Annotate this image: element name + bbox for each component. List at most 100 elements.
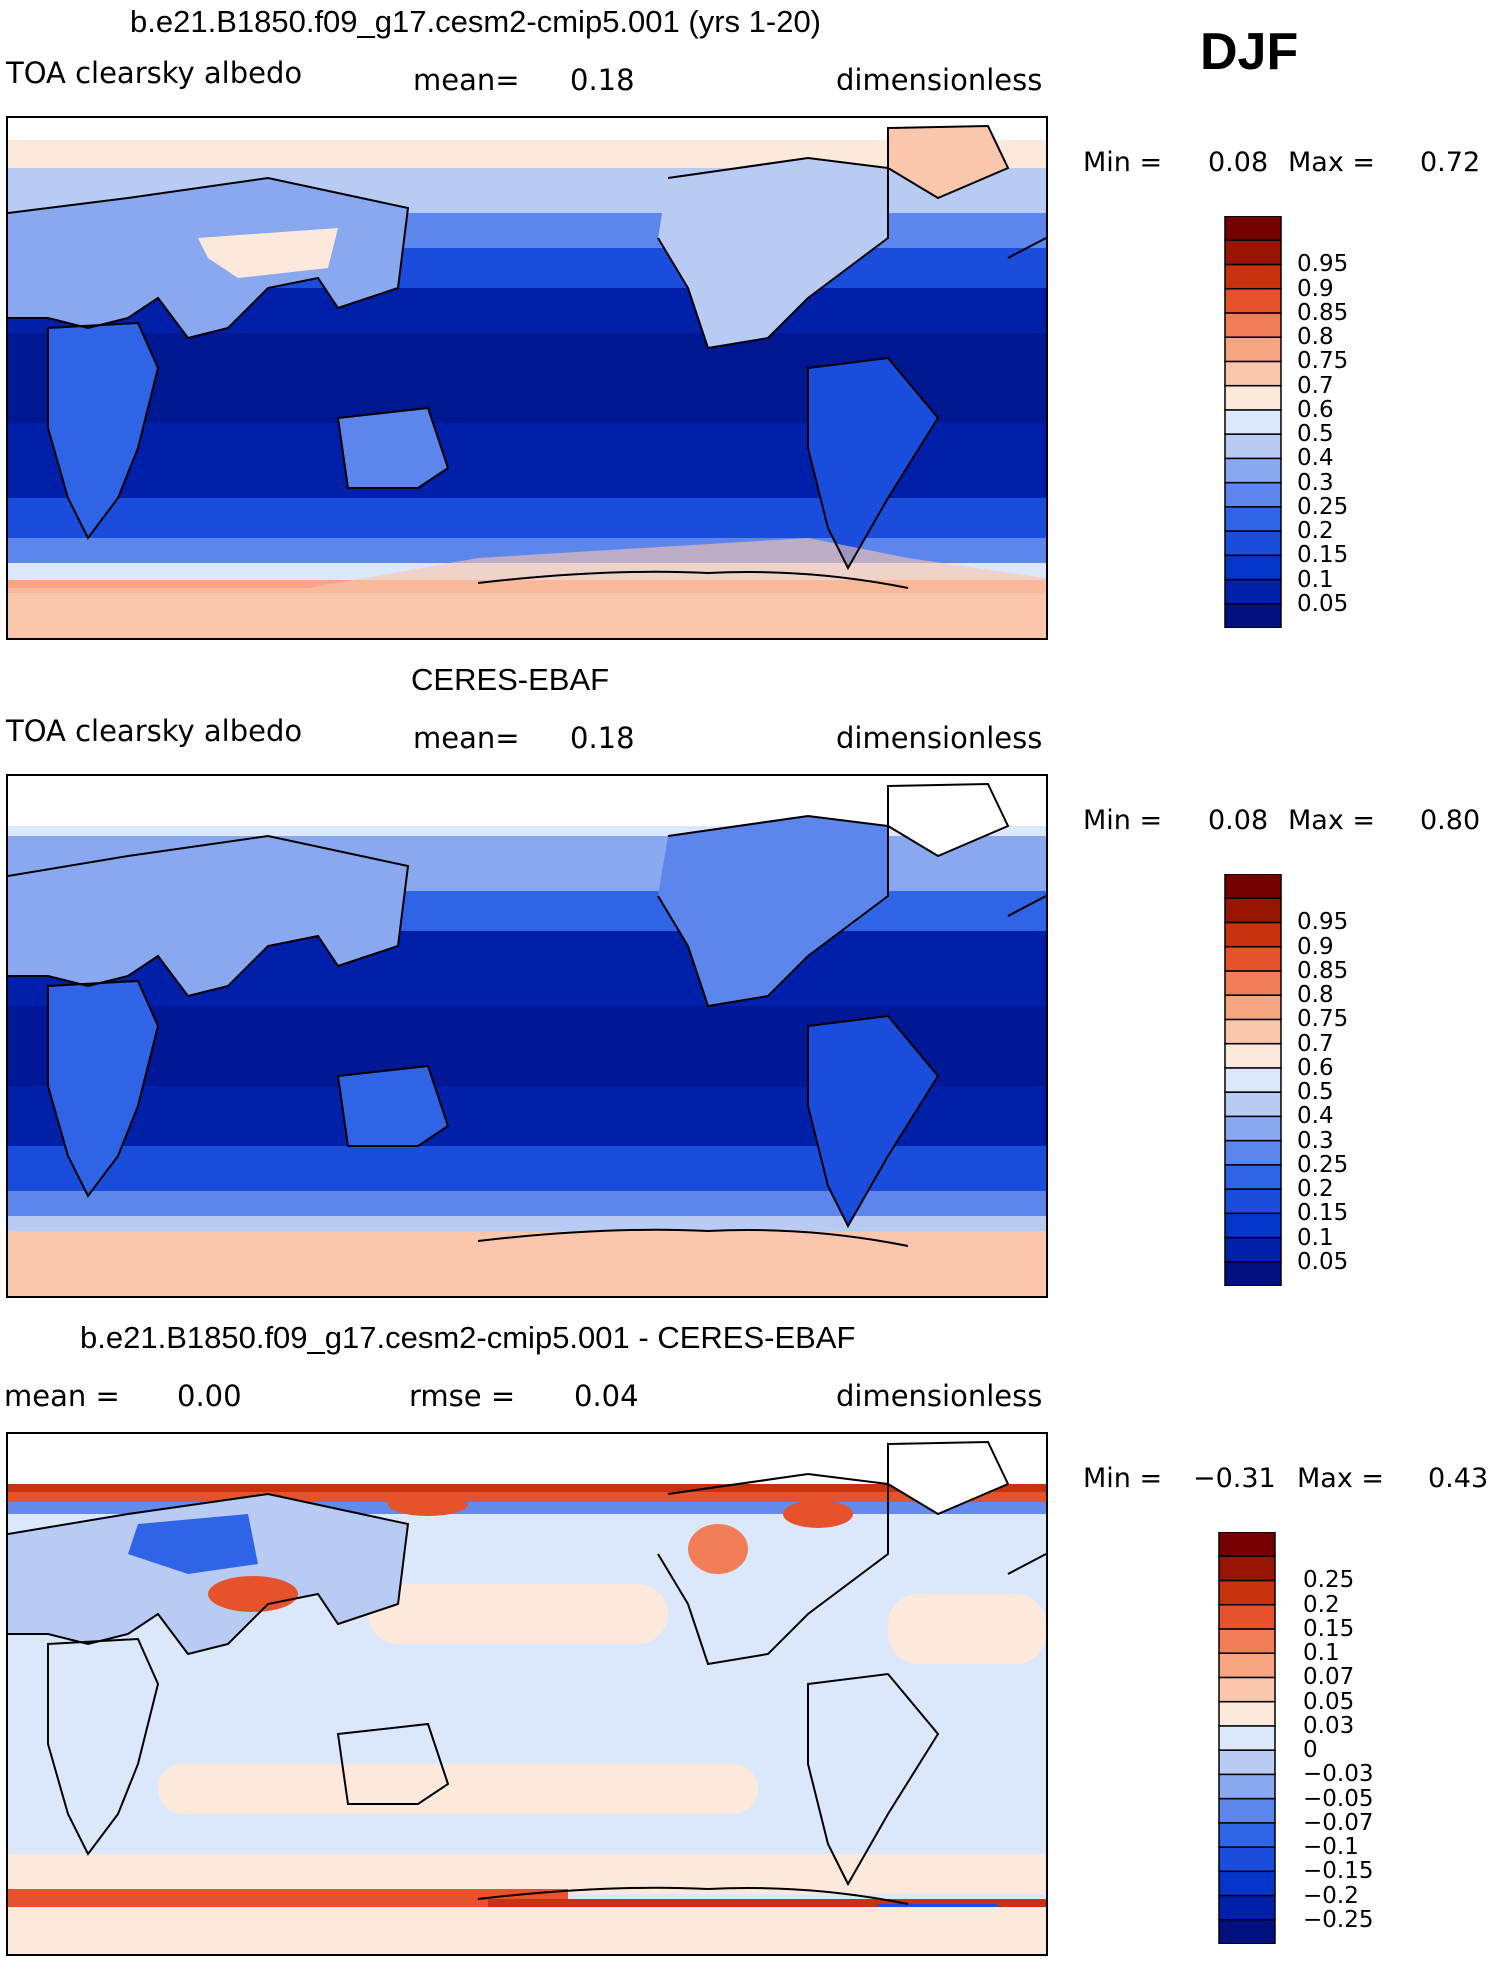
panel3-min-value: −0.31 xyxy=(1193,1463,1276,1494)
panel3-colorbar-swatches xyxy=(1218,1532,1276,1944)
colorbar-swatch xyxy=(1218,1822,1276,1848)
colorbar-level-label: −0.07 xyxy=(1303,1809,1374,1836)
colorbar-swatch xyxy=(1218,1676,1276,1703)
panel3-colorbar xyxy=(1218,1532,1276,1944)
colorbar-swatch xyxy=(1224,1188,1282,1215)
colorbar-level-label: 0.07 xyxy=(1303,1664,1355,1691)
panel1-mean-value: 0.18 xyxy=(570,63,635,97)
panel3-max-label: Max = xyxy=(1297,1463,1385,1494)
panel1-max-label: Max = xyxy=(1288,147,1376,178)
colorbar-swatch xyxy=(1224,1067,1282,1093)
colorbar-swatch xyxy=(1224,1236,1282,1263)
colorbar-swatch xyxy=(1224,897,1282,924)
colorbar-swatch xyxy=(1224,1042,1282,1069)
colorbar-level-label: 0.9 xyxy=(1297,275,1334,302)
colorbar-swatch xyxy=(1224,216,1282,241)
colorbar-swatch xyxy=(1224,1018,1282,1045)
colorbar-level-label: 0.8 xyxy=(1297,982,1334,1009)
colorbar-swatch xyxy=(1224,1212,1282,1239)
colorbar-level-label: 0.2 xyxy=(1303,1591,1340,1618)
colorbar-swatch xyxy=(1224,384,1282,411)
colorbar-level-label: 0.1 xyxy=(1297,566,1334,593)
colorbar-level-label: 0.25 xyxy=(1297,1151,1349,1178)
colorbar-level-label: 0.6 xyxy=(1297,1054,1334,1081)
panel1-variable: TOA clearsky albedo xyxy=(6,56,303,90)
colorbar-swatch xyxy=(1218,1652,1276,1679)
colorbar-swatch xyxy=(1218,1894,1276,1921)
colorbar-swatch xyxy=(1224,874,1282,899)
colorbar-swatch xyxy=(1224,409,1282,435)
colorbar-swatch xyxy=(1218,1555,1276,1582)
colorbar-level-label: −0.25 xyxy=(1303,1906,1374,1933)
colorbar-level-label: −0.2 xyxy=(1303,1882,1359,1909)
panel3-rmse-label: rmse = xyxy=(409,1379,516,1413)
panel2-variable: TOA clearsky albedo xyxy=(6,714,303,748)
colorbar-swatch xyxy=(1224,1261,1282,1286)
colorbar-swatch xyxy=(1218,1579,1276,1606)
colorbar-swatch xyxy=(1224,336,1282,363)
colorbar-swatch xyxy=(1224,603,1282,628)
panel1-title: b.e21.B1850.f09_g17.cesm2-cmip5.001 (yrs… xyxy=(130,4,822,39)
panel1-min-label: Min = xyxy=(1083,147,1163,178)
panel2-mean-label: mean= xyxy=(413,721,520,755)
colorbar-swatch xyxy=(1224,970,1282,996)
colorbar-level-label: 0.85 xyxy=(1297,299,1349,326)
panel2-mean-value: 0.18 xyxy=(570,721,635,755)
colorbar-swatch xyxy=(1218,1628,1276,1654)
colorbar-level-label: 0.95 xyxy=(1297,251,1349,278)
colorbar-swatch xyxy=(1224,945,1282,972)
panel2-max-label: Max = xyxy=(1288,805,1376,836)
colorbar-level-label: 0.05 xyxy=(1297,1248,1349,1275)
panel3-units: dimensionless xyxy=(836,1379,1043,1413)
colorbar-level-label: 0.2 xyxy=(1297,518,1334,545)
panel1-colorbar-swatches xyxy=(1224,216,1282,628)
colorbar-swatch xyxy=(1218,1725,1276,1751)
panel2-units: dimensionless xyxy=(836,721,1043,755)
difference-map xyxy=(7,1434,1047,1954)
panel2-min-label: Min = xyxy=(1083,805,1163,836)
model-map xyxy=(7,118,1047,638)
colorbar-level-label: 0.05 xyxy=(1303,1688,1355,1715)
colorbar-level-label: 0.05 xyxy=(1297,590,1349,617)
panel2-max-value: 0.80 xyxy=(1420,805,1481,836)
colorbar-swatch xyxy=(1218,1749,1276,1776)
colorbar-level-label: 0.85 xyxy=(1297,957,1349,984)
colorbar-level-label: 0.1 xyxy=(1303,1640,1340,1667)
colorbar-level-label: 0.75 xyxy=(1297,1006,1349,1033)
panel2-min-value: 0.08 xyxy=(1208,805,1269,836)
colorbar-swatch xyxy=(1224,921,1282,948)
colorbar-swatch xyxy=(1224,457,1282,484)
colorbar-level-label: 0.5 xyxy=(1297,1079,1334,1106)
colorbar-level-label: 0.5 xyxy=(1297,421,1334,448)
colorbar-swatch xyxy=(1224,1164,1282,1190)
panel3-title: b.e21.B1850.f09_g17.cesm2-cmip5.001 - CE… xyxy=(80,1320,856,1355)
panel1-mean-label: mean= xyxy=(413,63,520,97)
colorbar-level-label: 0.03 xyxy=(1303,1712,1355,1739)
colorbar-level-label: −0.15 xyxy=(1303,1858,1374,1885)
colorbar-level-label: 0.2 xyxy=(1297,1176,1334,1203)
colorbar-swatch xyxy=(1218,1797,1276,1824)
colorbar-level-label: 0.4 xyxy=(1297,445,1334,472)
colorbar-swatch xyxy=(1224,312,1282,338)
colorbar-level-label: 0 xyxy=(1303,1737,1318,1764)
colorbar-swatch xyxy=(1224,481,1282,508)
colorbar-swatch xyxy=(1224,530,1282,557)
season-label: DJF xyxy=(1200,23,1299,81)
colorbar-swatch xyxy=(1224,360,1282,387)
colorbar-level-label: 0.4 xyxy=(1297,1103,1334,1130)
colorbar-swatch xyxy=(1224,263,1282,290)
panel2-title: CERES-EBAF xyxy=(411,662,610,697)
colorbar-swatch xyxy=(1224,1091,1282,1118)
panel3-rmse-value: 0.04 xyxy=(574,1379,639,1413)
panel2-colorbar xyxy=(1224,874,1282,1286)
colorbar-level-label: 0.9 xyxy=(1297,933,1334,960)
colorbar-swatch xyxy=(1218,1700,1276,1727)
colorbar-swatch xyxy=(1224,239,1282,266)
colorbar-swatch xyxy=(1224,1139,1282,1166)
panel3-mean-label: mean = xyxy=(4,1379,120,1413)
panel1-max-value: 0.72 xyxy=(1420,147,1481,178)
colorbar-level-label: −0.03 xyxy=(1303,1761,1374,1788)
colorbar-swatch xyxy=(1218,1870,1276,1897)
colorbar-level-label: 0.15 xyxy=(1297,1200,1349,1227)
panel3-map xyxy=(6,1432,1048,1956)
